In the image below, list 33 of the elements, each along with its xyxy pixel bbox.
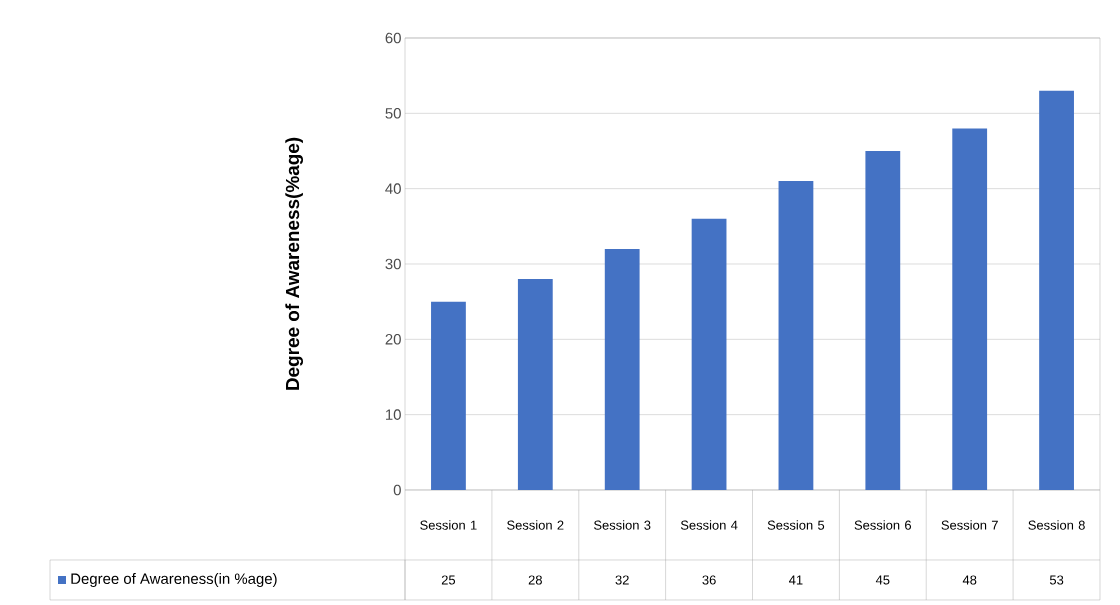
data-label: 41 — [789, 575, 803, 585]
x-tick-label: Session 4 — [680, 520, 738, 530]
y-tick-label: 40 — [385, 183, 401, 194]
x-tick-label: Session 2 — [507, 520, 564, 530]
bar — [691, 218, 727, 490]
bar — [1039, 90, 1074, 490]
y-tick-label: 0 — [393, 484, 401, 496]
bar — [778, 181, 814, 490]
bar — [865, 150, 901, 490]
data-label: 32 — [615, 575, 629, 585]
y-tick-label: 10 — [386, 409, 401, 420]
x-tick-label: Session 1 — [420, 520, 477, 530]
x-tick-label: Session 7 — [941, 520, 998, 530]
data-label: 28 — [528, 575, 542, 585]
x-tick-label: Session 8 — [1028, 520, 1085, 530]
x-tick-label: Session 3 — [594, 520, 651, 530]
legend-label: Degree of Awareness(in %age) — [71, 573, 277, 587]
data-label: 36 — [702, 575, 716, 585]
y-axis-title: Degree of Awareness(%age) — [285, 137, 304, 390]
x-tick-label: Session 6 — [854, 520, 912, 530]
data-label: 48 — [962, 575, 977, 585]
y-tick-label: 50 — [385, 108, 401, 119]
bar — [517, 279, 553, 490]
bar — [431, 301, 466, 490]
data-label: 45 — [875, 575, 890, 585]
data-label: 53 — [1049, 575, 1064, 585]
bar — [604, 248, 640, 490]
x-tick-label: Session 5 — [767, 520, 825, 530]
y-tick-label: 20 — [385, 334, 401, 345]
y-tick-label: 60 — [385, 32, 401, 44]
data-label: 25 — [441, 575, 456, 585]
bar — [952, 128, 988, 490]
y-tick-label: 30 — [385, 258, 401, 270]
